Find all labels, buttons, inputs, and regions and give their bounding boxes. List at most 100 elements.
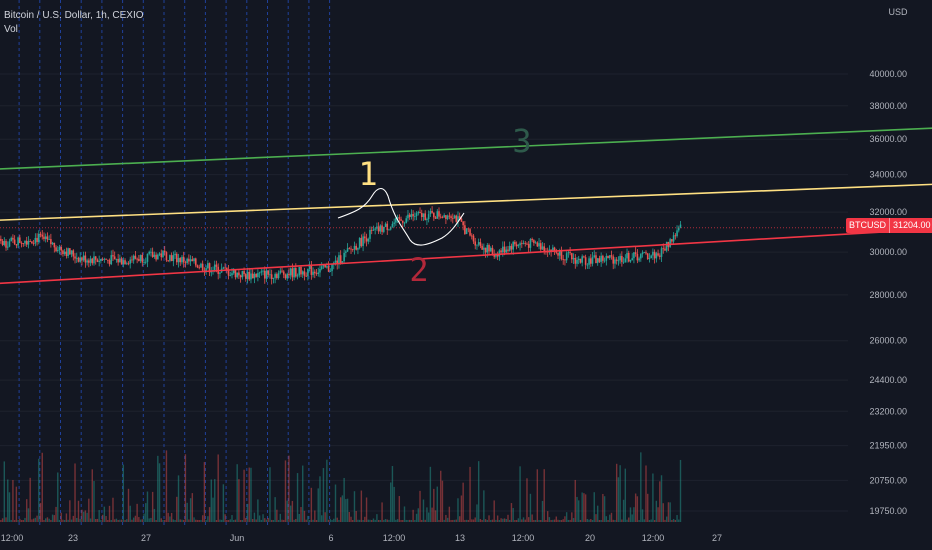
- candle-body: [282, 271, 285, 275]
- candle-body: [427, 214, 430, 220]
- candle-body: [181, 256, 183, 263]
- volume-bar: [200, 519, 202, 522]
- volume-bar: [165, 450, 168, 522]
- candle-body: [201, 263, 204, 271]
- volume-bar: [255, 519, 257, 522]
- volume-bar: [264, 518, 266, 522]
- candle-body: [510, 245, 513, 250]
- volume-bar: [436, 486, 438, 522]
- candle-body: [291, 268, 294, 278]
- candle-body: [453, 215, 456, 219]
- candle-body: [208, 263, 211, 273]
- candle-body: [669, 239, 671, 247]
- y-tick-label: 28000.00: [869, 290, 907, 300]
- volume-bar: [474, 517, 476, 522]
- candle-body: [362, 236, 364, 246]
- candle-body: [276, 274, 278, 278]
- y-axis-unit: USD: [888, 7, 908, 17]
- volume-bar: [72, 515, 74, 522]
- volume-bar: [455, 519, 457, 522]
- volume-bar: [174, 520, 176, 522]
- annotation-label-3[interactable]: 3: [512, 122, 531, 160]
- candle-body: [229, 275, 232, 277]
- volume-bar: [617, 477, 620, 522]
- volume-bar: [346, 498, 349, 522]
- volume-bar: [136, 503, 138, 522]
- volume-bar: [220, 519, 223, 522]
- candle-body: [381, 225, 383, 232]
- volume-bar: [402, 519, 404, 522]
- candle-body: [82, 255, 85, 261]
- volume-bar: [381, 502, 383, 522]
- candle-body: [200, 263, 202, 268]
- projection-sketch[interactable]: [337, 187, 465, 246]
- candle-body: [550, 249, 552, 252]
- candle-body: [531, 238, 533, 241]
- trend-line-upper[interactable]: [0, 124, 932, 171]
- volume-bar: [302, 465, 304, 522]
- candle-body: [277, 273, 280, 278]
- symbol-title[interactable]: Bitcoin / U.S. Dollar, 1h, CEXIO: [4, 10, 144, 21]
- candle-body: [622, 261, 625, 263]
- volume-bar: [667, 502, 670, 522]
- volume-bar: [512, 508, 514, 522]
- candle-body: [557, 252, 559, 256]
- candle-body: [62, 250, 64, 255]
- candle-body: [640, 254, 642, 259]
- volume-indicator-label[interactable]: Vol: [4, 24, 18, 35]
- volume-bar: [177, 475, 180, 522]
- candle-body: [29, 241, 31, 242]
- volume-bar: [231, 515, 233, 522]
- volume-bar: [557, 519, 559, 522]
- candle-body: [74, 256, 76, 259]
- candle-body: [598, 258, 601, 262]
- candle-body: [507, 249, 509, 251]
- volume-bar: [34, 517, 37, 522]
- volume-bar: [55, 506, 57, 522]
- candle-body: [38, 233, 40, 242]
- candle-body: [672, 235, 675, 242]
- volume-bar: [576, 496, 578, 522]
- candle-body: [10, 237, 12, 242]
- candle-body: [67, 248, 69, 256]
- volume-bar: [574, 479, 576, 522]
- candle-body: [600, 255, 602, 262]
- annotation-label-1[interactable]: 1: [358, 155, 377, 193]
- volume-bar: [208, 507, 211, 522]
- volume-bar: [146, 491, 149, 522]
- candle-body: [486, 244, 489, 253]
- candle-body: [346, 248, 349, 252]
- volume-bar: [186, 502, 188, 522]
- candle-body: [131, 259, 133, 261]
- candle-body: [320, 266, 323, 269]
- candle-body: [483, 247, 485, 250]
- candle-body: [339, 255, 342, 264]
- volume-bar: [643, 519, 645, 522]
- candle-body: [239, 275, 242, 278]
- volume-bar: [227, 520, 230, 522]
- volume-bar: [395, 519, 397, 522]
- candle-body: [607, 255, 609, 258]
- volume-bar: [131, 519, 133, 522]
- volume-bar: [440, 470, 442, 522]
- candle-body: [210, 271, 213, 273]
- trend-line-lower[interactable]: [0, 226, 932, 286]
- candle-body: [502, 246, 504, 253]
- volume-bar: [303, 510, 306, 522]
- volume-bar: [386, 519, 388, 522]
- candle-body: [251, 273, 254, 279]
- annotation-label-2[interactable]: 2: [409, 251, 428, 289]
- volume-bar: [286, 500, 288, 522]
- trend-line-middle[interactable]: [0, 183, 932, 222]
- volume-bar: [509, 519, 511, 522]
- volume-bar: [13, 519, 16, 522]
- candle-body: [420, 212, 423, 218]
- candle-body: [652, 251, 654, 256]
- candle-body: [524, 242, 527, 244]
- volume-bar: [465, 519, 468, 522]
- candle-body: [452, 217, 454, 219]
- volume-bar: [207, 516, 209, 522]
- candle-body: [293, 268, 295, 278]
